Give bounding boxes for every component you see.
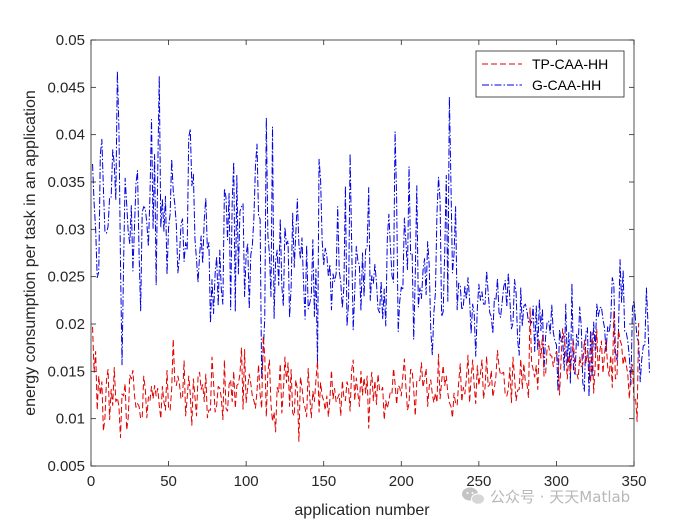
y-tick-label: 0.015 xyxy=(47,363,85,380)
x-tick-label: 300 xyxy=(544,473,569,490)
y-tick-label: 0.03 xyxy=(56,221,85,238)
y-tick-label: 0.035 xyxy=(47,174,85,191)
x-tick-label: 350 xyxy=(621,473,646,490)
axes-box xyxy=(90,39,635,467)
wechat-icon xyxy=(462,487,485,505)
y-tick-label: 0.005 xyxy=(47,458,85,475)
legend-box xyxy=(475,50,625,98)
x-tick-label: 0 xyxy=(87,473,95,490)
x-axis-label: application number xyxy=(294,502,430,519)
watermark-text: 公众号 · 天天Matlab xyxy=(490,488,630,506)
x-tick-label: 100 xyxy=(234,473,259,490)
series-line-g-caa-hh xyxy=(92,70,651,398)
series-line-tp-caa-hh xyxy=(92,307,640,442)
ticks-layer: 0 50 100 150 200 250 300 350 0.005 0.01 0.015 0.02 0… xyxy=(47,32,646,490)
y-tick-label: 0.045 xyxy=(47,79,85,96)
watermark: 公众号 · 天天Matlab xyxy=(462,487,630,506)
y-axis-label: energy consumption per task in an applic… xyxy=(22,90,39,416)
y-tick-label: 0.04 xyxy=(56,127,85,144)
legend-label-g-caa-hh: G-CAA-HH xyxy=(532,77,601,93)
x-tick-label: 150 xyxy=(311,473,336,490)
series-layer xyxy=(92,70,651,442)
x-tick-label: 250 xyxy=(466,473,491,490)
x-tick-label: 200 xyxy=(389,473,414,490)
y-tick-label: 0.01 xyxy=(56,411,85,428)
y-tick-label: 0.02 xyxy=(56,316,85,333)
y-tick-label: 0.05 xyxy=(56,32,85,49)
x-tick-label: 50 xyxy=(160,473,177,490)
legend-label-tp-caa-hh: TP-CAA-HH xyxy=(532,56,608,72)
legend: TP-CAA-HH G-CAA-HH xyxy=(475,50,625,98)
y-tick-label: 0.025 xyxy=(47,269,85,286)
